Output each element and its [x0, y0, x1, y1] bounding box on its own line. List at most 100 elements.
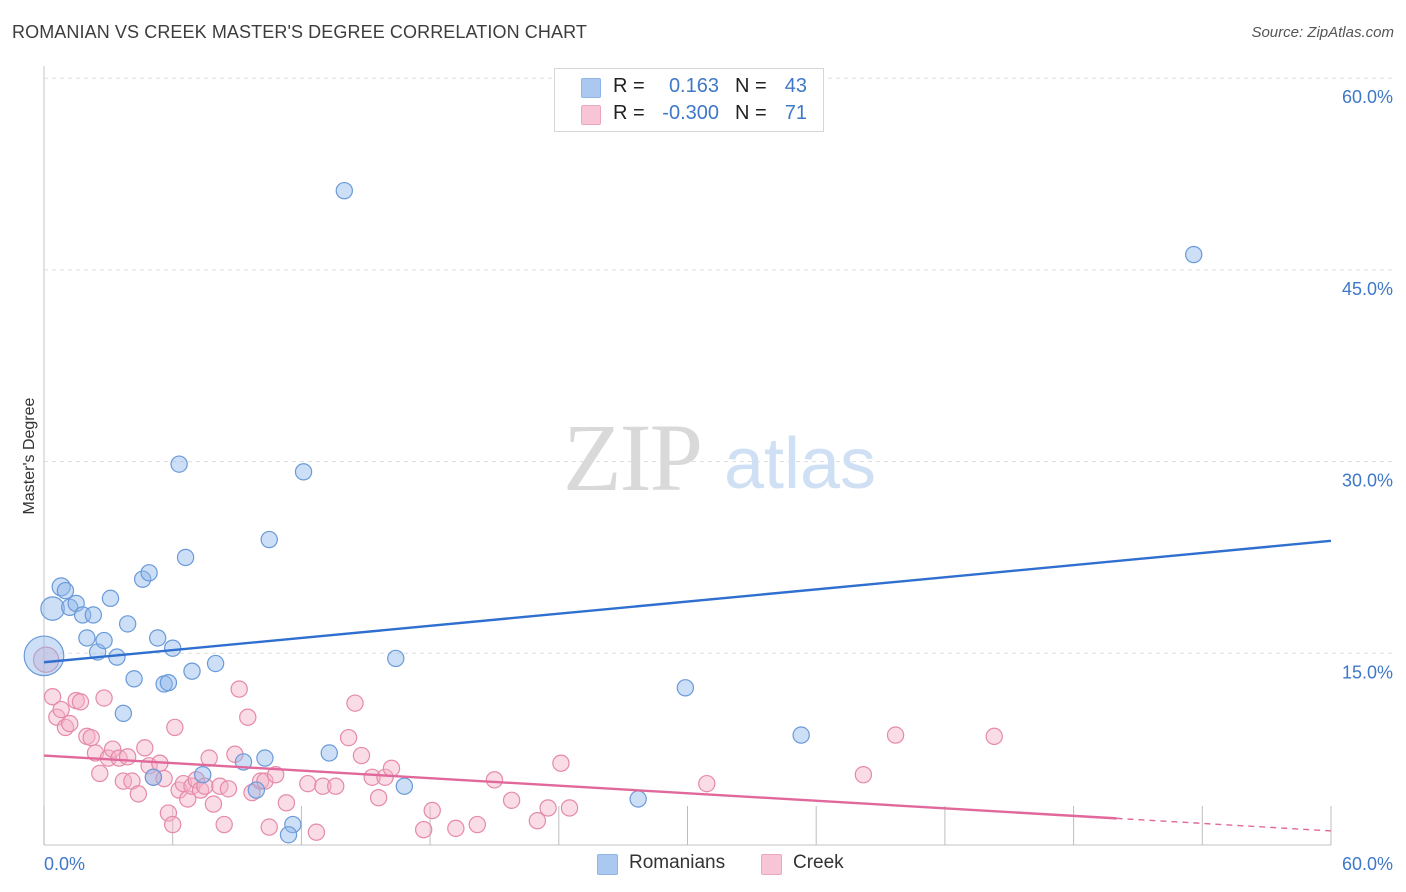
romanians-point: [114, 704, 133, 723]
romanians-trend-line: [43, 539, 1332, 664]
watermark-atlas: atlas: [724, 424, 876, 504]
creek-point: [376, 768, 394, 786]
y-tick-label: 15.0%: [1342, 662, 1393, 682]
romanians-point: [247, 781, 266, 799]
series-swatch-creek: [761, 854, 782, 875]
chart-source: Source: ZipAtlas.com: [1251, 24, 1394, 41]
romanians-point: [125, 670, 143, 688]
romanians-point: [108, 648, 126, 666]
romanians-point: [56, 581, 75, 600]
creek-point: [266, 766, 285, 784]
romanians-point: [320, 744, 338, 762]
creek-point: [118, 748, 137, 766]
creek-point: [369, 789, 388, 807]
romanians-point: [84, 606, 103, 624]
creek-point: [159, 804, 178, 822]
data-points: [23, 181, 1203, 844]
y-tick-label: 60.0%: [1342, 87, 1393, 107]
romanians-point: [629, 790, 647, 808]
creek-point: [985, 727, 1003, 746]
x-tick-label: 60.0%: [1342, 854, 1393, 874]
legend-r-label: R =: [613, 75, 645, 97]
creek-point: [299, 774, 317, 793]
y-tick-label: 45.0%: [1342, 279, 1393, 299]
legend-n-value: 43: [784, 75, 807, 97]
creek-point: [886, 726, 905, 744]
creek-point: [468, 815, 486, 834]
legend-row-creek: R = -0.300 N = 71: [555, 100, 823, 128]
creek-point: [43, 688, 62, 706]
creek-point: [71, 693, 90, 711]
romanians-point: [260, 530, 278, 549]
legend-n-label: N =: [735, 102, 767, 124]
creek-point: [136, 739, 154, 757]
creek-point: [219, 780, 238, 798]
romanians-point: [95, 631, 113, 650]
creek-point: [528, 812, 547, 830]
legend-swatch-creek: [581, 105, 601, 125]
legend-swatch-romanians: [581, 78, 601, 98]
creek-point: [339, 728, 358, 747]
romanians-point: [40, 596, 65, 621]
legend-row-romanians: R = 0.163 N = 43: [555, 73, 823, 101]
creek-point: [215, 815, 233, 834]
correlation-legend: R = 0.163 N = 43 R = -0.300 N = 71: [554, 68, 824, 132]
romanians-point: [101, 589, 120, 608]
creek-point: [485, 771, 504, 789]
creek-point: [382, 759, 401, 778]
creek-point: [163, 815, 182, 834]
legend-r-value: -0.300: [662, 102, 719, 124]
creek-point: [95, 689, 113, 707]
romanians-point: [1185, 245, 1203, 264]
creek-point: [230, 680, 248, 698]
creek-point: [260, 818, 278, 836]
creek-point: [346, 694, 364, 712]
creek-point: [327, 777, 345, 795]
watermark-zip: ZIP: [563, 404, 701, 511]
romanians-point: [159, 673, 178, 692]
creek-point: [307, 823, 326, 841]
romanians-point: [395, 777, 414, 795]
creek-point: [86, 744, 105, 762]
series-label-romanians: Romanians: [629, 852, 726, 873]
romanians-point: [78, 629, 96, 647]
creek-point: [52, 700, 70, 719]
creek-point: [423, 801, 441, 820]
series-legend-romanians[interactable]: Romanians: [597, 852, 737, 876]
creek-point: [82, 728, 100, 747]
creek-point: [854, 766, 873, 784]
x-tick-label: 0.0%: [44, 854, 85, 874]
creek-point: [698, 774, 716, 793]
tick-labels: 15.0% 30.0% 45.0% 60.0% 0.0% 60.0%: [44, 87, 1393, 874]
creek-trend-line: [43, 754, 1117, 820]
creek-point: [539, 799, 557, 817]
romanians-point: [284, 815, 302, 834]
romanians-point: [279, 826, 298, 844]
creek-point: [363, 768, 381, 786]
creek-point: [239, 708, 257, 726]
romanians-point: [294, 463, 313, 481]
romanians-point: [335, 181, 353, 200]
romanians-point: [183, 662, 201, 680]
romanians-point: [676, 679, 695, 697]
creek-trend-line-extension: [1116, 817, 1332, 832]
series-legend-creek[interactable]: Creek: [761, 852, 851, 876]
grid-lines: [44, 77, 1394, 654]
y-tick-label: 30.0%: [1342, 471, 1393, 491]
romanians-point: [206, 654, 225, 673]
romanians-point: [148, 629, 167, 647]
creek-point: [552, 754, 570, 772]
creek-point: [277, 794, 296, 812]
romanians-point: [118, 615, 137, 633]
romanians-point: [176, 548, 195, 567]
creek-point: [447, 819, 465, 838]
creek-point: [560, 799, 579, 817]
creek-point: [103, 740, 122, 758]
romanians-point: [23, 635, 65, 677]
romanians-point: [133, 570, 152, 588]
creek-point: [166, 718, 184, 737]
romanians-point: [256, 749, 274, 767]
creek-point: [129, 785, 148, 803]
